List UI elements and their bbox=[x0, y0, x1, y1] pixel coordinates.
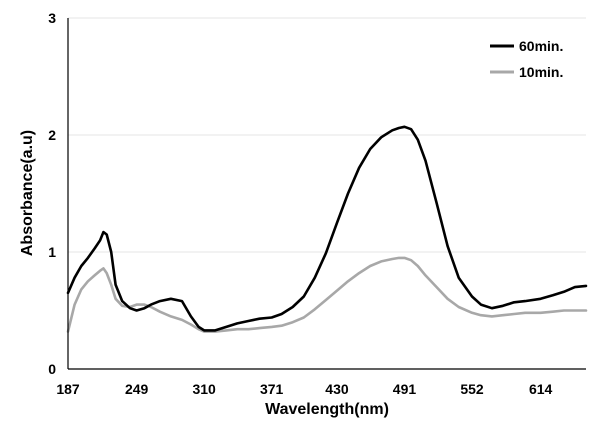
x-tick-label: 430 bbox=[325, 381, 349, 397]
legend-label-60min: 60min. bbox=[519, 38, 563, 54]
x-tick-labels: 187 249 310 371 430 491 552 614 bbox=[56, 381, 552, 397]
y-tick-label: 2 bbox=[48, 127, 56, 143]
x-tick-label: 552 bbox=[460, 381, 484, 397]
x-tick-label: 249 bbox=[125, 381, 149, 397]
series-line-10min bbox=[66, 256, 588, 333]
x-tick-label: 187 bbox=[56, 381, 80, 397]
y-axis-title: Absorbance(a.u) bbox=[19, 130, 36, 256]
y-tick-label: 0 bbox=[48, 361, 56, 377]
series-line-60min bbox=[66, 125, 588, 332]
y-tick-label: 3 bbox=[48, 10, 56, 26]
x-axis-title: Wavelength(nm) bbox=[265, 401, 389, 418]
series-lines bbox=[66, 125, 588, 333]
y-tick-label: 1 bbox=[48, 244, 56, 260]
x-tick-label: 614 bbox=[529, 381, 553, 397]
legend-label-10min: 10min. bbox=[519, 64, 563, 80]
y-tick-labels: 0 1 2 3 bbox=[48, 10, 56, 377]
x-tick-label: 310 bbox=[192, 381, 216, 397]
x-tick-label: 371 bbox=[260, 381, 284, 397]
legend: 60min. 10min. bbox=[490, 38, 563, 80]
x-tick-label: 491 bbox=[393, 381, 417, 397]
